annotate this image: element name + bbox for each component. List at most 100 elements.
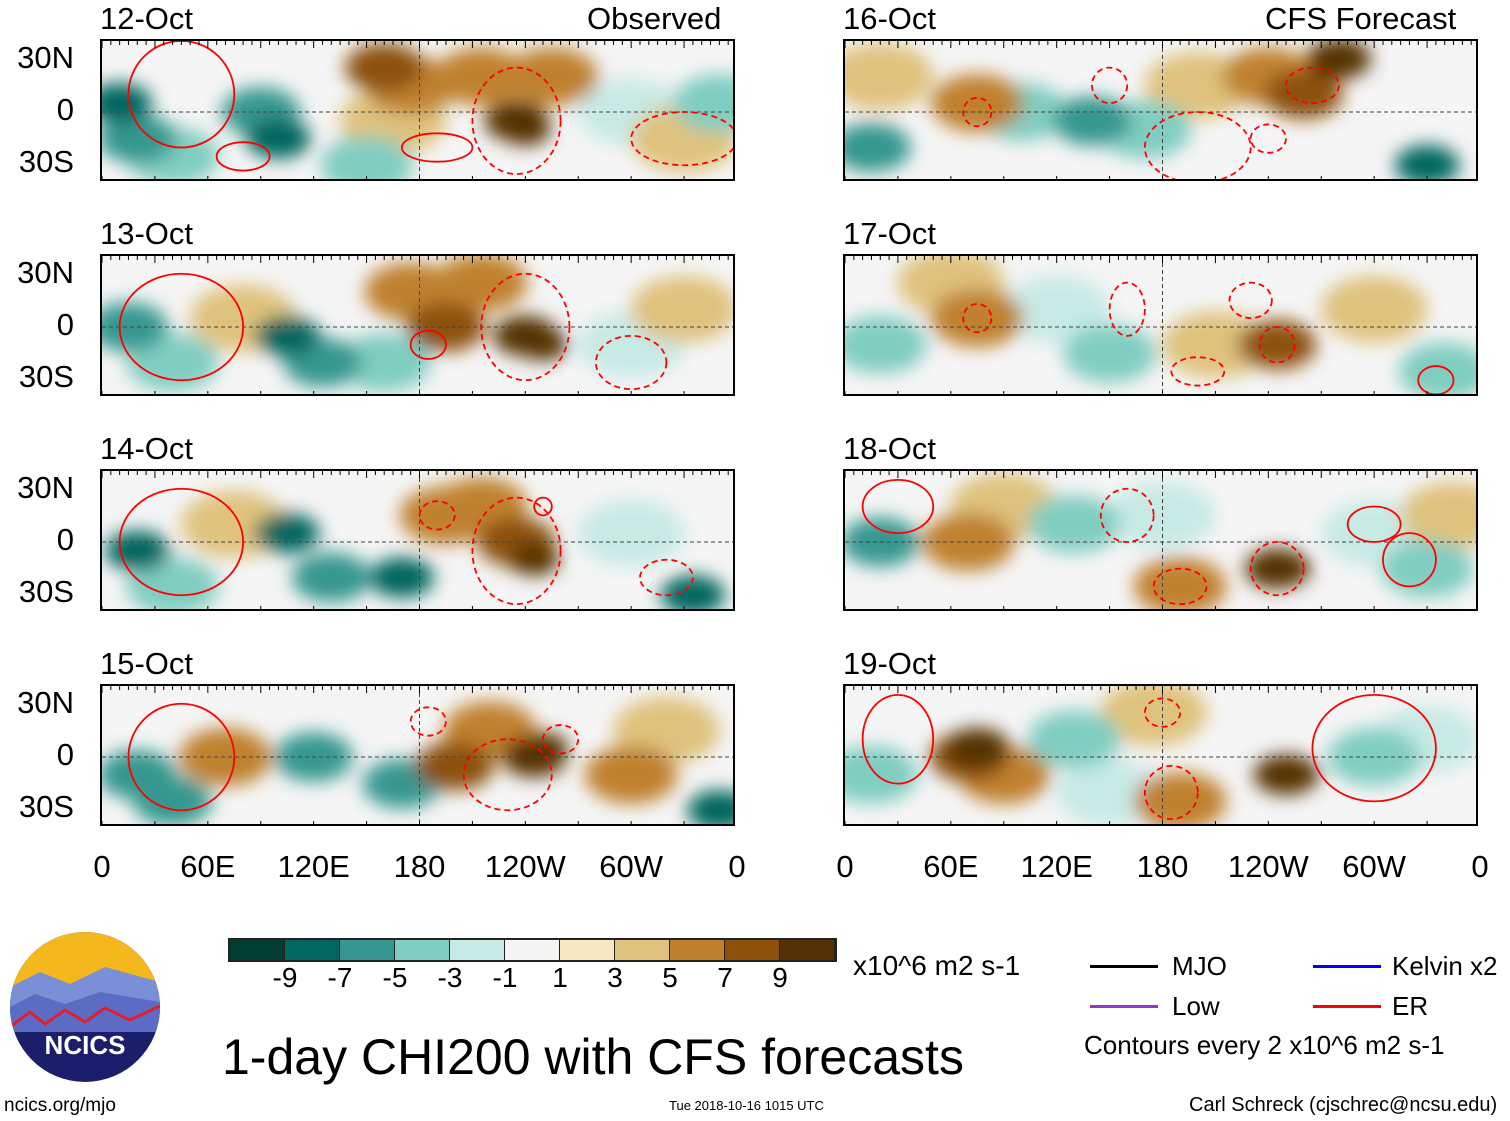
lat-label: 30N [17,40,74,75]
er-contour [1258,326,1296,364]
lon-label: 180 [1136,849,1189,884]
anomaly-blob [337,333,431,392]
anomaly-blob [845,43,934,110]
anomaly-blob [1380,539,1474,598]
panel-date: 18-Oct [843,431,937,466]
anomaly-blob [102,82,152,124]
colorbar-tick-label: -5 [382,962,408,993]
er-contour [462,738,553,812]
er-contour [1143,764,1199,821]
anomaly-blob [687,790,733,824]
er-contour [1152,567,1208,606]
footer-timestamp: Tue 2018-10-16 1015 UTC [669,1098,824,1113]
anomaly-blob [291,552,371,603]
lon-label: 180 [393,849,446,884]
colorbar-swatch [670,940,725,960]
lon-label: 0 [728,849,746,884]
panel-date: 16-Oct [843,1,937,36]
lon-label: 60W [599,849,664,884]
legend-kelvin-line [1313,965,1381,968]
lat-label: 30S [18,359,74,394]
er-contour [480,272,571,382]
anomaly-blob [434,256,528,312]
anomaly-blob [1237,320,1317,370]
er-contour [1143,111,1252,179]
colorbar-tick-label: 5 [662,962,678,993]
er-contour [1249,541,1305,597]
footer-url[interactable]: ncics.org/mjo [4,1095,116,1116]
er-contour [471,66,562,176]
map-panel [100,39,735,181]
panel-date: 19-Oct [843,646,937,681]
anomaly-blob [922,513,1015,571]
anomaly-blob [1063,324,1156,383]
er-contour [418,500,456,531]
anomaly-blob [845,315,927,374]
er-contour [1382,532,1437,588]
colorbar-swatch [340,940,395,960]
anomaly-blob [133,776,212,824]
svg-text:NCICS: NCICS [45,1030,126,1060]
anomaly-blob [1260,552,1312,585]
er-contour [409,706,447,737]
figure-title: 1-day CHI200 with CFS forecasts [222,1029,964,1085]
anomaly-blob [1161,311,1269,379]
er-contour [127,702,236,812]
er-contour [118,487,245,597]
anomaly-blob [630,275,733,343]
colorbar-units: x10^6 m2 s-1 [853,950,1021,981]
er-contour [1249,123,1287,154]
anomaly-blob [508,543,560,576]
er-contour [962,303,993,334]
lon-label: 60W [1342,849,1407,884]
er-contour [962,96,993,128]
anomaly-blob [1027,495,1121,554]
observed-label: Observed [587,1,722,36]
anomaly-blob [254,315,320,357]
panel-date: 17-Oct [843,216,937,251]
er-contour [542,724,580,755]
footer-author: Carl Schreck (cjschrec@ncsu.edu) [1189,1094,1498,1116]
colorbar-tick-label: 9 [772,962,788,993]
anomaly-blob [254,512,320,554]
anomaly-blob [517,328,569,361]
anomaly-blob [104,530,170,572]
er-contour [1417,365,1455,394]
lon-label: 0 [1471,849,1489,884]
legend-kelvin: Kelvin x2 [1392,951,1498,981]
lon-label: 120E [277,849,350,884]
panel-date: 14-Oct [100,431,194,466]
anomaly-blob [434,47,528,106]
anomaly-blob [517,732,569,764]
lon-label: 120E [1020,849,1093,884]
lat-label: 0 [56,737,74,772]
er-contour [1228,281,1273,320]
panel-date: 12-Oct [100,1,194,36]
anomaly-blob [845,745,918,804]
anomaly-blob [1264,69,1343,119]
legend-low: Low [1172,991,1220,1021]
anomaly-blob [500,113,551,146]
map-panel [100,254,735,396]
er-contour [1143,697,1182,728]
colorbar-swatch [780,940,835,960]
anomaly-blob [1269,758,1321,791]
anomaly-blob [126,333,219,392]
colorbar-swatch [725,940,780,960]
anomaly-blob [1400,481,1476,549]
anomaly-blob [415,741,495,791]
lat-label: 0 [56,92,74,127]
er-contour [1099,487,1155,543]
anomaly-blob [930,289,1024,348]
anomaly-blob [1003,275,1111,343]
er-contour [471,496,562,606]
legend-mjo: MJO [1172,951,1227,981]
anomaly-blob [246,118,311,159]
er-contour [1285,66,1340,105]
er-contour [400,132,474,163]
er-contour [1091,66,1129,105]
lat-label: 0 [56,307,74,342]
er-contour [861,693,935,785]
colorbar-tick-label: -9 [272,962,298,993]
colorbar [228,938,837,962]
